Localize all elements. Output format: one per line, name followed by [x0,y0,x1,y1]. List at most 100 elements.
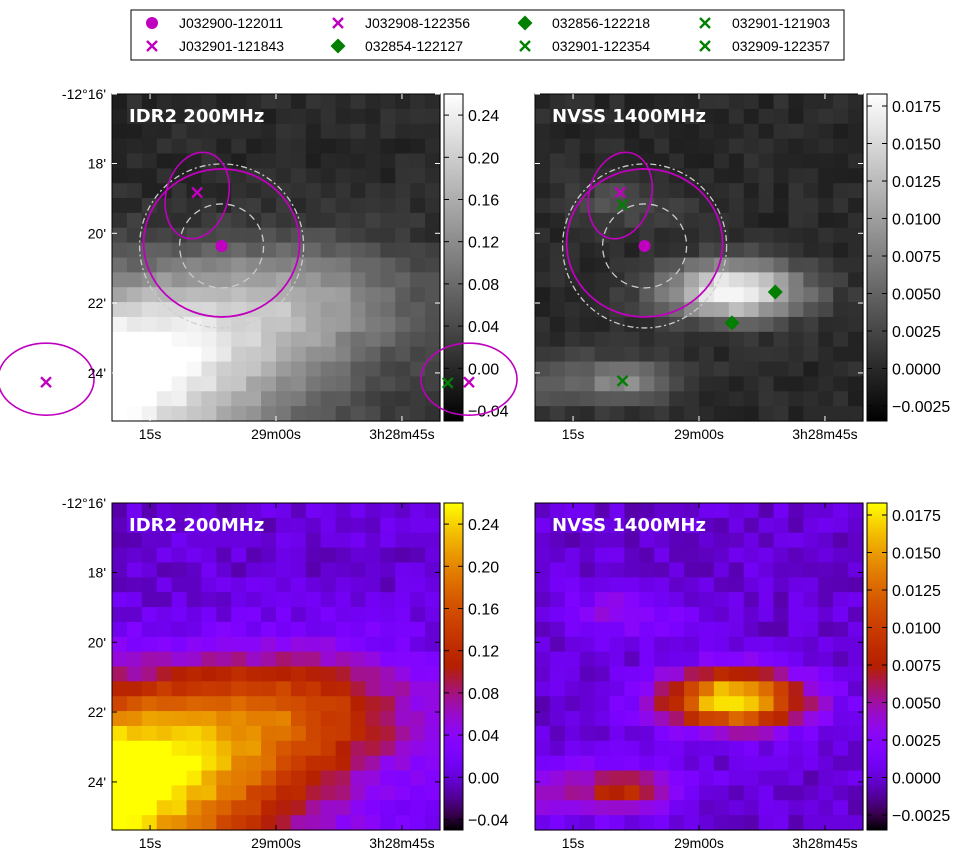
heatmap-cell [320,406,337,422]
heatmap-cell [365,302,381,318]
heatmap-cell [699,316,715,333]
heatmap-cell [803,331,819,348]
heatmap-cell [186,503,203,519]
heatmap-cell [156,815,173,831]
y-tick-label: 24' [88,774,106,790]
heatmap-cell [335,153,352,169]
heatmap-cell [788,755,804,772]
heatmap-cell [201,621,217,638]
heatmap-cell [201,212,217,229]
heatmap-cell [171,666,188,682]
heatmap-cell [624,696,640,712]
heatmap-cell [410,168,426,184]
heatmap-cell [758,696,775,712]
heatmap-cell [126,607,143,623]
heatmap-cell [549,227,566,244]
heatmap-cell [728,272,745,288]
heatmap-cell [669,696,685,712]
heatmap-cell [609,316,626,333]
y-tick-label: 18' [88,155,106,171]
heatmap-cell [535,331,551,348]
x-tick-label: 3h28m45s [792,426,857,442]
heatmap-cell [758,153,775,169]
heatmap-cell [395,681,411,697]
heatmap-cell [579,636,596,653]
colorbar-tick-label: 0.16 [468,192,499,209]
heatmap-cell [320,711,337,727]
heatmap-cell [699,138,715,155]
heatmap-cell [320,517,337,534]
heatmap-cell [231,138,247,155]
heatmap-cell [535,183,551,199]
heatmap-cell [395,94,411,110]
heatmap-cell [425,361,441,378]
heatmap-cell [848,361,864,378]
heatmap-cell [335,108,352,125]
heatmap-cell [535,302,551,318]
heatmap-cell [350,168,367,184]
heatmap-cell [320,651,337,668]
heatmap-cell [654,577,670,593]
heatmap-cell [276,331,292,348]
heatmap-cell [395,666,411,682]
heatmap-cell [639,547,655,564]
heatmap-cell [216,391,232,407]
heatmap-cell [833,711,849,727]
heatmap-cell [684,755,700,772]
heatmap-cell [669,376,685,392]
heatmap-cell [654,108,670,125]
heatmap-cell [201,183,217,199]
heatmap-cell [246,800,262,816]
heatmap-cell [639,346,655,363]
heatmap-cell [564,406,581,422]
heatmap-cell [535,376,551,392]
heatmap-cell [579,785,596,801]
heatmap-cell [549,94,566,110]
heatmap-cell [594,636,611,653]
heatmap-cell [395,287,411,303]
heatmap-cell [743,696,760,712]
heatmap-cell [669,272,685,288]
heatmap-cell [788,607,804,623]
heatmap-cell [833,272,849,288]
heatmap-cell [609,607,626,623]
heatmap-cell [112,621,128,638]
heatmap-cell [699,547,715,564]
heatmap-cell [156,725,173,742]
heatmap-cell [609,681,626,697]
heatmap-cell [350,376,367,392]
heatmap-cell [564,123,581,140]
heatmap-cell [684,198,700,214]
heatmap-cell [380,242,396,259]
heatmap-cell [699,168,715,184]
heatmap-cell [669,331,685,348]
heatmap-cell [579,740,596,757]
heatmap-cell [395,331,411,348]
heatmap-cell [350,755,367,772]
heatmap-cell [758,815,775,831]
heatmap-cell [564,94,581,110]
heatmap-cell [231,406,247,422]
heatmap-cell [305,242,322,259]
heatmap-cell [141,532,158,549]
heatmap-cell [395,391,411,407]
heatmap-cell [728,547,745,564]
heatmap-cell [758,636,775,653]
heatmap-cell [773,123,790,140]
panel-label: NVSS 1400MHz [552,106,706,127]
heatmap-cell [788,406,804,422]
heatmap-cell [112,331,128,348]
heatmap-cell [609,666,626,682]
heatmap-cell [535,168,551,184]
heatmap-cell [112,651,128,668]
heatmap-cell [684,346,700,363]
heatmap-cell [654,123,670,140]
heatmap-cell [684,725,700,742]
heatmap-cell [216,361,232,378]
heatmap-cell [579,755,596,772]
heatmap-cell [216,681,232,697]
heatmap-cell [171,740,188,757]
heatmap-cell [216,517,232,534]
heatmap-cell [335,621,352,638]
heatmap-cell [684,651,700,668]
